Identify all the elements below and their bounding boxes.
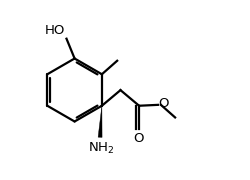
- Text: HO: HO: [45, 24, 66, 37]
- Text: O: O: [133, 132, 143, 145]
- Text: NH$_2$: NH$_2$: [88, 141, 114, 156]
- Polygon shape: [98, 106, 102, 137]
- Text: O: O: [159, 97, 169, 110]
